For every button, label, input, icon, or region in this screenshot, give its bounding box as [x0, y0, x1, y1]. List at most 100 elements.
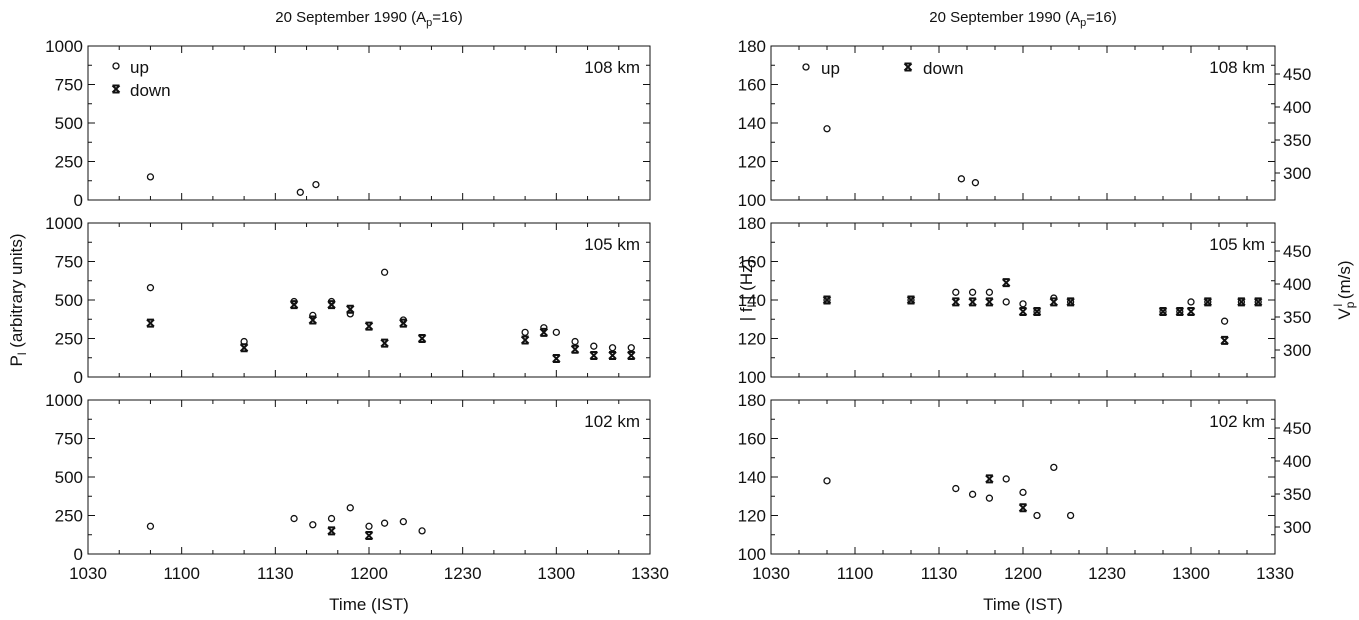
point-down: [589, 350, 599, 360]
point-up: [1050, 463, 1058, 472]
y-tick-label: 750: [55, 430, 83, 449]
y-tick-label: 140: [738, 468, 766, 487]
x-axis-label: Time (IST): [329, 595, 409, 614]
point-up: [309, 311, 317, 320]
point-down: [399, 318, 408, 328]
point-down: [608, 350, 617, 360]
point-down: [1001, 278, 1011, 288]
point-up: [1033, 511, 1041, 520]
altitude-label: 105 km: [1209, 235, 1265, 254]
plot-frame: [87, 399, 651, 555]
point-up: [1220, 317, 1229, 325]
point-down: [627, 350, 636, 360]
point-down: [308, 315, 318, 325]
point-down: [906, 295, 916, 305]
y-tick-label: 160: [738, 76, 766, 95]
point-down: [289, 300, 299, 310]
y-tick-label: 500: [55, 468, 83, 487]
x-tick-label: 1300: [537, 564, 575, 583]
altitude-label: 108 km: [584, 58, 640, 77]
plot-frame: [87, 222, 651, 378]
y-tick-label: 0: [74, 545, 83, 564]
point-down: [1203, 297, 1213, 307]
point-up: [985, 288, 994, 296]
y2-tick-label: 350: [1283, 308, 1311, 327]
legend: up down: [111, 58, 171, 100]
subplot-108-km: 0 250 500 750 1000 108 km up down: [45, 37, 651, 210]
legend-up-label: up: [821, 59, 840, 78]
y2-tick-label: 300: [1283, 164, 1311, 183]
point-up: [952, 288, 960, 296]
point-up: [290, 514, 298, 523]
point-up: [1002, 475, 1010, 483]
y-tick-label: 1000: [45, 214, 83, 233]
point-down: [968, 297, 977, 307]
plot-frame: [87, 45, 651, 201]
legend-down-marker: [111, 84, 121, 94]
point-up: [968, 288, 977, 296]
subplot-105-km: 0 250 500 750 1000 105 km: [45, 214, 651, 387]
y-tick-label: 180: [738, 37, 766, 56]
y2-tick-label: 300: [1283, 518, 1311, 537]
point-up: [296, 188, 304, 196]
point-up: [346, 310, 354, 318]
point-down: [570, 344, 580, 354]
point-up: [590, 342, 598, 350]
point-down: [520, 335, 530, 345]
point-down: [364, 531, 374, 541]
point-up: [146, 284, 155, 292]
point-up: [380, 519, 389, 527]
point-up: [571, 337, 579, 346]
y2-tick-label: 350: [1283, 131, 1311, 150]
y-tick-label: 120: [738, 507, 766, 526]
point-down: [951, 297, 961, 307]
point-up: [823, 125, 831, 133]
point-down: [985, 474, 994, 484]
y-tick-label: 0: [74, 191, 83, 210]
point-down: [539, 327, 549, 337]
point-up: [380, 268, 389, 276]
x-tick-label: 1200: [350, 564, 388, 583]
y2-tick-label: 400: [1283, 452, 1311, 471]
legend-up-marker: [802, 63, 810, 71]
y-tick-label: 100: [738, 545, 766, 564]
y-tick-label: 1000: [45, 37, 83, 56]
y-tick-label: 120: [738, 153, 766, 172]
y-tick-label: 180: [738, 214, 766, 233]
legend-down-label: down: [130, 81, 171, 100]
y-tick-label: 500: [55, 291, 83, 310]
y2-axis-label: Vpl (m/s): [1331, 260, 1357, 319]
panel-title: 20 September 1990 (Ap=16): [929, 9, 1117, 29]
panel-left: 20 September 1990 (Ap=16) 0 250 500 750 1000 1…: [7, 9, 669, 614]
y-tick-label: 250: [55, 330, 83, 349]
subplot-105-km: 100 120 140 160 180 300 350 400 450 105 km: [738, 214, 1312, 387]
point-down: [146, 318, 155, 328]
y-tick-label: 250: [55, 153, 83, 172]
x-tick-label: 1100: [163, 564, 200, 583]
point-up: [952, 484, 960, 493]
altitude-label: 108 km: [1209, 58, 1265, 77]
subplot-108-km: 100 120 140 160 180 300 350 400 450 108 km up down: [738, 37, 1312, 210]
subplot-102-km: 0 250 500 750 1000 102 km 1030 1100 1130 1200 1230…: [45, 391, 669, 583]
point-down: [1253, 297, 1263, 307]
point-up: [399, 518, 407, 526]
point-up: [985, 494, 994, 502]
point-down: [1018, 307, 1028, 317]
point-up: [608, 344, 617, 352]
y-tick-label: 140: [738, 291, 766, 310]
x-tick-label: 1330: [1256, 564, 1294, 583]
point-up: [968, 490, 977, 498]
point-down: [822, 295, 832, 305]
x-tick-label: 1100: [837, 564, 874, 583]
altitude-label: 102 km: [1209, 412, 1265, 431]
panel-right: 20 September 1990 (Ap=16) 100 120 140 160 180…: [737, 9, 1357, 614]
point-up: [1019, 300, 1027, 308]
x-tick-label: 1030: [752, 564, 790, 583]
y2-tick-label: 300: [1283, 341, 1311, 360]
point-down: [1175, 307, 1185, 317]
point-down: [1066, 297, 1075, 307]
point-down: [1049, 297, 1059, 307]
y-tick-label: 120: [738, 330, 766, 349]
plot-frame: [770, 45, 1276, 201]
